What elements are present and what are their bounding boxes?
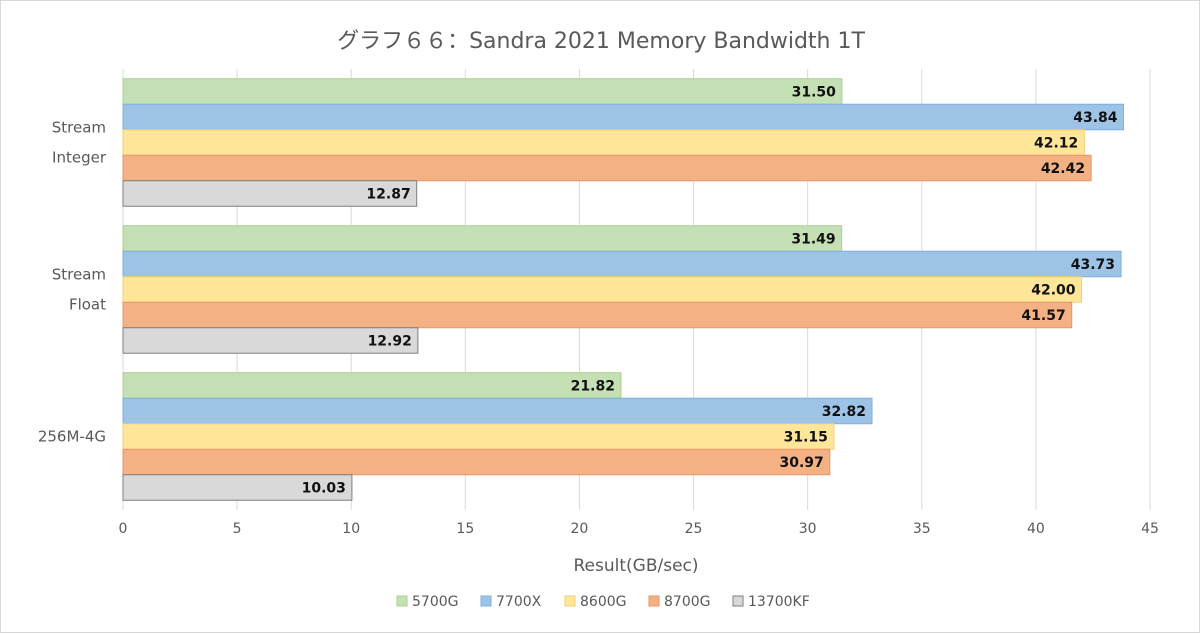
x-tick-label: 25: [685, 521, 703, 537]
legend-label: 7700X: [496, 594, 542, 610]
data-label: 21.82: [571, 379, 615, 395]
x-tick-label: 15: [456, 521, 474, 537]
data-label: 41.57: [1021, 308, 1065, 324]
x-tick-label: 0: [119, 521, 128, 537]
bar-8700G-0: [122, 154, 1092, 182]
x-tick-label: 45: [1141, 521, 1159, 537]
legend-swatch-5700G: [396, 595, 408, 607]
bar-5700G-2: [122, 372, 622, 399]
category-label: Float: [69, 296, 106, 314]
legend: 5700G 7700X 8600G 8700G 13700KF: [396, 594, 810, 610]
bar-13700KF-2: [122, 474, 353, 501]
bar-7700X-1: [122, 250, 1122, 278]
x-tick-labels: 0 5 10 15 20 25 30 35 40 45: [119, 521, 1159, 537]
category-label: Stream: [52, 266, 106, 284]
bar-7700X-2: [122, 397, 873, 425]
bar-8700G-2: [122, 448, 831, 476]
bar-13700KF-0: [122, 180, 418, 207]
x-tick-label: 5: [233, 521, 242, 537]
data-label: 12.92: [368, 334, 412, 350]
bar-8600G-0: [122, 129, 1085, 156]
legend-label: 5700G: [412, 594, 458, 610]
legend-swatch-8600G: [564, 595, 576, 607]
bar-5700G-0: [122, 78, 843, 105]
category-label: Stream: [52, 119, 106, 137]
data-label: 43.84: [1073, 110, 1118, 126]
legend-swatch-8700G: [648, 595, 660, 607]
bar-8600G-1: [122, 276, 1083, 303]
data-label: 43.73: [1071, 257, 1115, 273]
data-label: 31.15: [784, 430, 828, 446]
legend-label: 8600G: [580, 594, 626, 610]
data-label: 31.50: [792, 85, 837, 101]
data-label: 31.49: [791, 232, 835, 248]
x-axis-title: Result(GB/sec): [573, 556, 698, 576]
x-tick-label: 35: [913, 521, 931, 537]
chart-title: グラフ６６：Sandra 2021 Memory Bandwidth 1T: [337, 29, 865, 54]
bar-5700G-1: [122, 225, 843, 252]
category-label: Integer: [52, 149, 107, 167]
bar-7700X-0: [122, 103, 1125, 131]
data-label: 32.82: [822, 404, 866, 420]
data-label: 42.42: [1041, 161, 1085, 177]
data-label: 12.87: [366, 187, 410, 203]
data-label: 42.00: [1031, 283, 1076, 299]
bar-8600G-2: [122, 423, 835, 450]
x-tick-label: 30: [799, 521, 817, 537]
x-tick-label: 10: [342, 521, 360, 537]
legend-label: 13700KF: [748, 594, 810, 610]
data-label: 42.12: [1034, 136, 1078, 152]
x-tick-label: 20: [571, 521, 589, 537]
data-label: 10.03: [302, 481, 346, 497]
legend-swatch-7700X: [480, 595, 492, 607]
legend-swatch-13700KF: [732, 595, 744, 607]
x-tick-label: 40: [1027, 521, 1045, 537]
legend-label: 8700G: [664, 594, 710, 610]
bars: 31.50 31.49 21.82 43.84 43.73 32.82 42.12 42.00…: [122, 78, 1125, 501]
bar-8700G-1: [122, 301, 1073, 329]
bar-13700KF-1: [122, 327, 419, 354]
category-labels: Stream Integer Stream Float 256M-4G: [38, 119, 107, 446]
data-label: 30.97: [780, 455, 824, 471]
category-label: 256M-4G: [38, 428, 106, 446]
